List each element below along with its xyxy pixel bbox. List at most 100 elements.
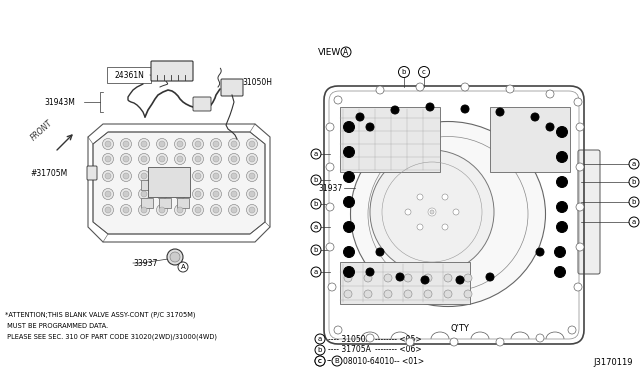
Circle shape xyxy=(157,170,168,182)
Circle shape xyxy=(424,274,432,282)
Circle shape xyxy=(344,274,352,282)
Circle shape xyxy=(231,207,237,213)
Circle shape xyxy=(138,138,150,150)
Bar xyxy=(148,167,190,197)
Text: c: c xyxy=(422,69,426,75)
Circle shape xyxy=(213,173,219,179)
Circle shape xyxy=(629,217,639,227)
Circle shape xyxy=(157,189,168,199)
Text: MUST BE PROGRAMMED DATA.: MUST BE PROGRAMMED DATA. xyxy=(5,323,108,329)
Circle shape xyxy=(228,154,239,164)
Text: -------- <05>: -------- <05> xyxy=(375,334,422,343)
Circle shape xyxy=(399,67,410,77)
Circle shape xyxy=(213,141,219,147)
Circle shape xyxy=(557,126,568,138)
Circle shape xyxy=(376,248,384,256)
Circle shape xyxy=(159,191,165,197)
Text: Q'TY: Q'TY xyxy=(451,324,469,334)
Bar xyxy=(159,198,171,208)
Circle shape xyxy=(211,138,221,150)
Circle shape xyxy=(195,173,201,179)
Circle shape xyxy=(364,290,372,298)
FancyBboxPatch shape xyxy=(578,150,600,274)
Circle shape xyxy=(120,189,131,199)
Text: c: c xyxy=(318,358,322,364)
Circle shape xyxy=(138,205,150,215)
Circle shape xyxy=(249,173,255,179)
Circle shape xyxy=(195,141,201,147)
Circle shape xyxy=(576,123,584,131)
Circle shape xyxy=(213,156,219,162)
Circle shape xyxy=(444,290,452,298)
Circle shape xyxy=(344,171,355,183)
Text: b: b xyxy=(402,69,406,75)
Text: a: a xyxy=(314,269,318,275)
Circle shape xyxy=(123,141,129,147)
Text: b: b xyxy=(314,247,318,253)
Text: A: A xyxy=(344,48,349,57)
Circle shape xyxy=(332,356,342,366)
Circle shape xyxy=(159,173,165,179)
Circle shape xyxy=(170,252,180,262)
Circle shape xyxy=(157,205,168,215)
Text: *ATTENTION;THIS BLANK VALVE ASSY-CONT (P/C 31705M): *ATTENTION;THIS BLANK VALVE ASSY-CONT (P… xyxy=(5,312,195,318)
Circle shape xyxy=(211,189,221,199)
FancyBboxPatch shape xyxy=(193,97,211,111)
Circle shape xyxy=(315,356,325,366)
Circle shape xyxy=(370,150,494,274)
Circle shape xyxy=(404,274,412,282)
Circle shape xyxy=(456,276,464,284)
Circle shape xyxy=(231,173,237,179)
Circle shape xyxy=(442,224,448,230)
Circle shape xyxy=(576,163,584,171)
Circle shape xyxy=(141,173,147,179)
Circle shape xyxy=(356,113,364,121)
FancyBboxPatch shape xyxy=(221,79,243,96)
Circle shape xyxy=(405,209,411,215)
Text: a: a xyxy=(314,151,318,157)
Circle shape xyxy=(178,262,188,272)
Circle shape xyxy=(102,138,113,150)
Circle shape xyxy=(175,170,186,182)
Circle shape xyxy=(228,138,239,150)
Circle shape xyxy=(175,205,186,215)
Circle shape xyxy=(419,67,429,77)
Text: A: A xyxy=(180,264,186,270)
Circle shape xyxy=(344,196,355,208)
Circle shape xyxy=(506,85,514,93)
Circle shape xyxy=(102,170,113,182)
Circle shape xyxy=(453,209,459,215)
Circle shape xyxy=(231,191,237,197)
Circle shape xyxy=(344,122,355,132)
Circle shape xyxy=(211,154,221,164)
Circle shape xyxy=(406,338,414,346)
Circle shape xyxy=(193,138,204,150)
Circle shape xyxy=(384,274,392,282)
Circle shape xyxy=(175,189,186,199)
Circle shape xyxy=(246,189,257,199)
Circle shape xyxy=(366,334,374,342)
Text: ---- 31705A: ---- 31705A xyxy=(328,346,371,355)
Circle shape xyxy=(568,326,576,334)
Circle shape xyxy=(629,197,639,207)
Text: b: b xyxy=(632,199,636,205)
Circle shape xyxy=(461,105,469,113)
Circle shape xyxy=(249,156,255,162)
Circle shape xyxy=(246,138,257,150)
Circle shape xyxy=(105,191,111,197)
Circle shape xyxy=(574,283,582,291)
Bar xyxy=(177,198,189,208)
Circle shape xyxy=(450,338,458,346)
Circle shape xyxy=(315,334,325,344)
Text: b: b xyxy=(314,201,318,207)
Text: a: a xyxy=(632,161,636,167)
Circle shape xyxy=(123,191,129,197)
Text: c: c xyxy=(318,358,322,364)
Circle shape xyxy=(249,141,255,147)
Circle shape xyxy=(167,249,183,265)
Circle shape xyxy=(211,205,221,215)
Circle shape xyxy=(326,243,334,251)
Circle shape xyxy=(416,83,424,91)
Text: 33937: 33937 xyxy=(133,259,157,267)
Circle shape xyxy=(341,47,351,57)
